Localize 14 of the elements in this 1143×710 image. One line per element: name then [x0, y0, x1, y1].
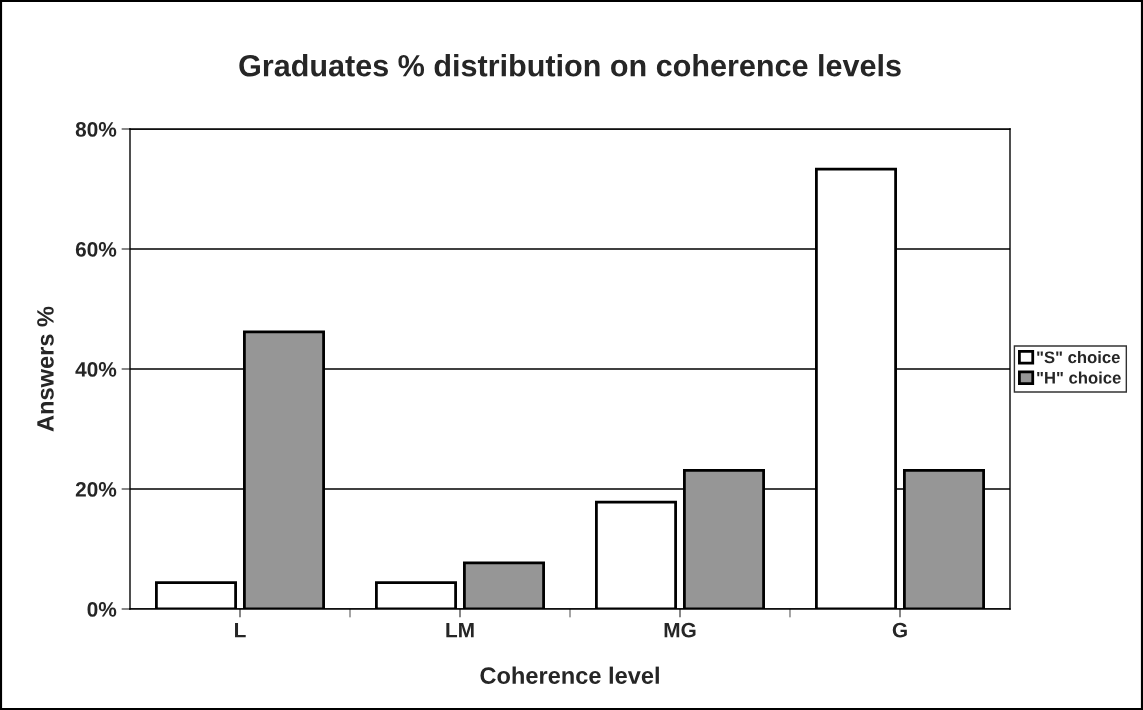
chart-title: Graduates % distribution on coherence levels [239, 54, 901, 77]
legend-label: "S" choice [1037, 350, 1120, 364]
x-tick-label: L [235, 622, 246, 638]
legend-label: "H" choice [1037, 371, 1121, 384]
y-tick-label: 40% [75, 362, 117, 377]
y-tick-label: 60% [75, 242, 117, 257]
x-tick-label: LM [446, 622, 474, 638]
y-axis-title: Answers % [37, 306, 54, 432]
y-tick-label: 80% [75, 122, 117, 137]
x-axis-title: Coherence level [480, 666, 659, 684]
y-tick-label: 0% [87, 602, 117, 617]
y-tick-label: 20% [75, 482, 117, 497]
x-tick-label: MG [664, 622, 696, 638]
x-tick-label: G [892, 622, 907, 638]
